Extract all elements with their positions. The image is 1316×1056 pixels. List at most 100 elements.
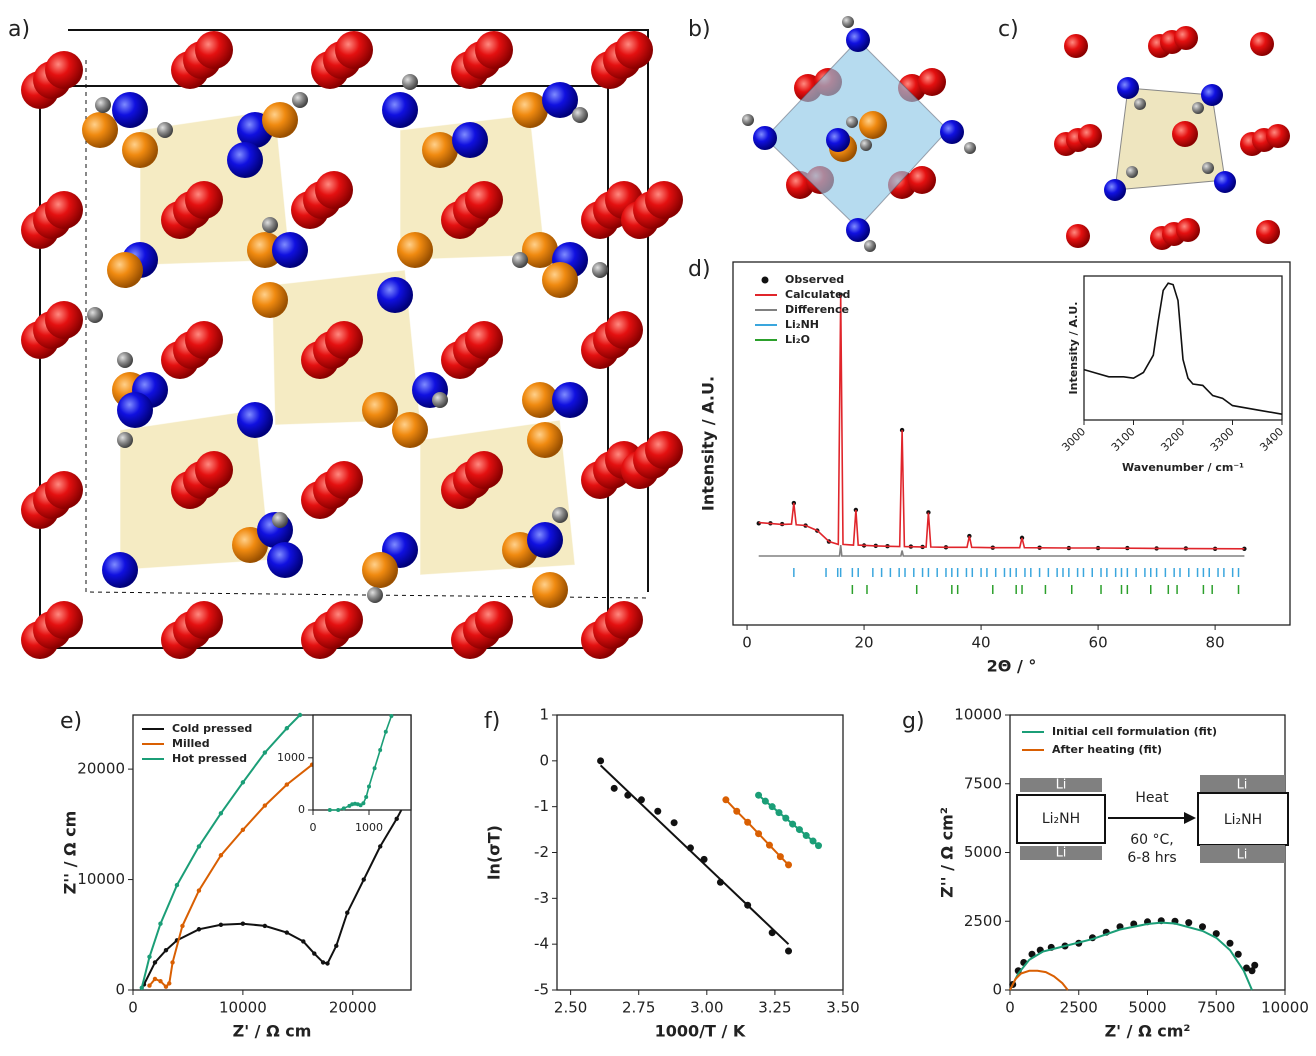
atom <box>465 321 503 359</box>
crystal-structures <box>21 16 1290 659</box>
data-point <box>782 814 790 822</box>
data-point <box>320 960 326 965</box>
x-tick-label: 20 <box>855 634 874 652</box>
atom <box>908 166 936 194</box>
li-slab <box>1020 778 1102 792</box>
atom <box>382 92 418 128</box>
data-point <box>378 844 383 849</box>
atom <box>227 142 263 178</box>
legend-label: Initial cell formulation (fit) <box>1052 725 1217 738</box>
atom <box>512 252 528 268</box>
x-tick-label: 80 <box>1206 634 1225 652</box>
atom <box>195 451 233 489</box>
atom <box>112 92 148 128</box>
series-line <box>140 714 301 989</box>
atom <box>475 31 513 69</box>
atom <box>1266 124 1290 148</box>
atom <box>247 232 283 268</box>
data-point <box>218 811 224 816</box>
atom <box>45 191 83 229</box>
data-point <box>1212 930 1220 938</box>
data-point <box>768 803 776 811</box>
data-point <box>218 853 224 858</box>
atom <box>1134 98 1146 110</box>
series-line <box>757 794 820 847</box>
atom <box>964 142 976 154</box>
x-tick-label: 10000 <box>1261 999 1309 1017</box>
cell-diagram: Li Li₂NH Li Heat 60 °C, 6-8 hrs Li Li₂NH… <box>1016 775 1289 866</box>
data-point <box>170 960 175 965</box>
data-point <box>814 842 822 850</box>
data-point <box>394 816 399 822</box>
y-tick-label: 5000 <box>964 843 1002 861</box>
series-line <box>1009 969 1069 991</box>
x-tick-label: 3.25 <box>758 999 791 1017</box>
data-point <box>378 747 383 752</box>
atom <box>117 352 133 368</box>
atom <box>392 412 428 448</box>
legend-marker <box>761 276 769 284</box>
data-point <box>795 826 803 834</box>
legend-label: Li₂NH <box>785 318 819 331</box>
atom <box>157 122 173 138</box>
atom <box>527 422 563 458</box>
data-point <box>158 978 163 984</box>
atom <box>859 111 887 139</box>
atom <box>605 311 643 349</box>
atom <box>1250 32 1274 56</box>
data-point <box>802 832 810 840</box>
data-point <box>174 882 180 888</box>
data-point <box>654 807 662 815</box>
data-point <box>809 837 817 845</box>
condition: 6-8 hrs <box>1127 850 1176 866</box>
atom <box>362 392 398 428</box>
data-point <box>367 784 371 789</box>
data-point <box>670 819 678 827</box>
atom <box>397 232 433 268</box>
y-tick-label: 20000 <box>77 760 125 778</box>
atom <box>45 301 83 339</box>
plot-frame <box>556 714 844 991</box>
atom <box>860 139 872 151</box>
atom <box>102 552 138 588</box>
x-tick-label: 7500 <box>1197 999 1235 1017</box>
legend-label: After heating (fit) <box>1052 743 1162 756</box>
data-point <box>775 809 783 817</box>
panel-label: g) <box>902 709 925 734</box>
arrow-head <box>1184 812 1196 824</box>
atom <box>918 68 946 96</box>
x-tick-label: 2500 <box>1060 999 1098 1017</box>
y-tick-label: 10000 <box>77 870 125 888</box>
y-tick-label: 0 <box>992 981 1002 999</box>
atom <box>846 28 870 52</box>
atom <box>1256 220 1280 244</box>
atom <box>512 92 548 128</box>
data-point <box>240 780 246 785</box>
y-tick-label: -5 <box>534 981 549 999</box>
li-label: Li <box>1237 848 1248 863</box>
y-tick-label: 10000 <box>954 706 1002 724</box>
data-point <box>597 757 605 765</box>
unit-cell-hidden <box>85 60 649 599</box>
atom <box>272 232 308 268</box>
data-point <box>334 943 339 949</box>
legend-label: Li₂O <box>785 333 810 346</box>
data-point <box>383 729 388 734</box>
atom <box>527 522 563 558</box>
data-point <box>147 954 152 960</box>
x-tick-label: 20000 <box>329 999 377 1017</box>
data-point <box>785 861 793 869</box>
plot-frame <box>312 714 412 811</box>
li-slab <box>1200 775 1285 793</box>
atom <box>1176 218 1200 242</box>
y-axis-label: Z'' / Ω cm² <box>938 807 957 898</box>
atom <box>422 132 458 168</box>
series-line <box>599 764 790 945</box>
atom <box>542 82 578 118</box>
y-axis-label: Intensity / A.U. <box>1067 302 1080 395</box>
x-tick-label: 0 <box>310 821 317 834</box>
legend-label: Observed <box>785 273 844 286</box>
x-tick-label: 0 <box>128 999 138 1017</box>
atom <box>262 102 298 138</box>
atom <box>552 507 568 523</box>
